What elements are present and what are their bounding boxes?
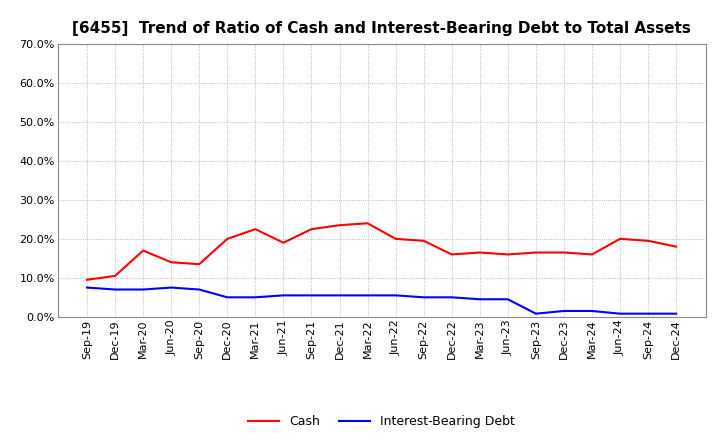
Cash: [475, 250, 484, 255]
Interest-Bearing Debt: [644, 311, 652, 316]
Interest-Bearing Debt: [83, 285, 91, 290]
Interest-Bearing Debt: [111, 287, 120, 292]
Interest-Bearing Debt: [447, 295, 456, 300]
Cash: [644, 238, 652, 243]
Cash: [616, 236, 624, 242]
Interest-Bearing Debt: [672, 311, 680, 316]
Title: [6455]  Trend of Ratio of Cash and Interest-Bearing Debt to Total Assets: [6455] Trend of Ratio of Cash and Intere…: [72, 21, 691, 36]
Cash: [83, 277, 91, 282]
Interest-Bearing Debt: [195, 287, 204, 292]
Interest-Bearing Debt: [616, 311, 624, 316]
Line: Cash: Cash: [87, 223, 676, 280]
Cash: [447, 252, 456, 257]
Cash: [111, 273, 120, 279]
Cash: [139, 248, 148, 253]
Cash: [559, 250, 568, 255]
Cash: [391, 236, 400, 242]
Interest-Bearing Debt: [223, 295, 232, 300]
Cash: [251, 227, 260, 232]
Interest-Bearing Debt: [475, 297, 484, 302]
Interest-Bearing Debt: [419, 295, 428, 300]
Interest-Bearing Debt: [503, 297, 512, 302]
Interest-Bearing Debt: [391, 293, 400, 298]
Cash: [279, 240, 288, 246]
Cash: [531, 250, 540, 255]
Interest-Bearing Debt: [251, 295, 260, 300]
Cash: [672, 244, 680, 249]
Interest-Bearing Debt: [139, 287, 148, 292]
Interest-Bearing Debt: [559, 308, 568, 314]
Cash: [223, 236, 232, 242]
Interest-Bearing Debt: [588, 308, 596, 314]
Interest-Bearing Debt: [167, 285, 176, 290]
Cash: [167, 260, 176, 265]
Cash: [588, 252, 596, 257]
Cash: [195, 261, 204, 267]
Cash: [364, 220, 372, 226]
Interest-Bearing Debt: [336, 293, 344, 298]
Cash: [307, 227, 316, 232]
Interest-Bearing Debt: [364, 293, 372, 298]
Legend: Cash, Interest-Bearing Debt: Cash, Interest-Bearing Debt: [243, 411, 520, 433]
Cash: [336, 223, 344, 228]
Cash: [503, 252, 512, 257]
Interest-Bearing Debt: [279, 293, 288, 298]
Line: Interest-Bearing Debt: Interest-Bearing Debt: [87, 288, 676, 314]
Cash: [419, 238, 428, 243]
Interest-Bearing Debt: [531, 311, 540, 316]
Interest-Bearing Debt: [307, 293, 316, 298]
